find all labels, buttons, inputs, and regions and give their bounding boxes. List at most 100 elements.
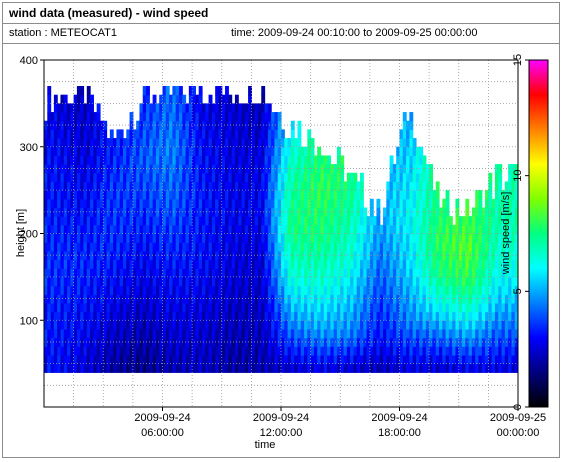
- heatmap-cell: [198, 320, 203, 330]
- heatmap-cell: [73, 294, 78, 304]
- heatmap-cell: [313, 337, 318, 347]
- heatmap-cell: [343, 328, 348, 339]
- heatmap-cell: [146, 146, 150, 157]
- heatmap-cell: [192, 112, 197, 122]
- heatmap-cell: [90, 103, 94, 113]
- heatmap-cell: [458, 233, 463, 243]
- heatmap-cell: [234, 242, 239, 252]
- heatmap-cell: [238, 138, 243, 148]
- heatmap-cell: [491, 224, 496, 235]
- heatmap-cell: [488, 207, 493, 217]
- heatmap-cell: [281, 363, 285, 373]
- heatmap-cell: [297, 363, 302, 373]
- heatmap-cell: [435, 328, 440, 339]
- heatmap-cell: [350, 311, 355, 321]
- heatmap-cell: [234, 224, 239, 235]
- heatmap-cell: [369, 224, 374, 235]
- heatmap-cell: [136, 138, 141, 148]
- heatmap-cell: [129, 216, 134, 226]
- heatmap-cell: [399, 285, 404, 295]
- heatmap-cell: [225, 285, 229, 295]
- heatmap-cell: [317, 302, 322, 313]
- heatmap-cell: [169, 346, 173, 356]
- heatmap-cell: [80, 103, 85, 113]
- heatmap-cell: [113, 285, 118, 295]
- heatmap-cell: [333, 328, 338, 339]
- heatmap-cell: [290, 198, 295, 209]
- heatmap-cell: [271, 242, 276, 252]
- heatmap-cell: [336, 190, 341, 200]
- heatmap-cell: [172, 285, 177, 295]
- heatmap-cell: [116, 363, 121, 373]
- heatmap-cell: [485, 311, 489, 321]
- heatmap-cell: [251, 302, 256, 313]
- heatmap-cell: [67, 311, 71, 321]
- heatmap-cell: [281, 259, 285, 269]
- heatmap-cell: [327, 181, 331, 191]
- heatmap-cell: [44, 155, 48, 165]
- heatmap-cell: [353, 320, 358, 330]
- heatmap-cell: [336, 216, 341, 226]
- heatmap-cell: [159, 259, 164, 269]
- heatmap-cell: [142, 346, 147, 356]
- heatmap-cell: [478, 207, 483, 217]
- heatmap-cell: [67, 242, 71, 252]
- heatmap-cell: [340, 198, 345, 209]
- heatmap-cell: [290, 146, 295, 157]
- heatmap-cell: [294, 181, 299, 191]
- heatmap-cell: [304, 242, 308, 252]
- heatmap-cell: [452, 233, 457, 243]
- heatmap-cell: [471, 302, 476, 313]
- heatmap-cell: [419, 328, 424, 339]
- heatmap-cell: [96, 146, 101, 157]
- heatmap-cell: [336, 172, 341, 183]
- heatmap-cell: [353, 172, 358, 183]
- heatmap-cell: [221, 268, 226, 278]
- heatmap-cell: [211, 346, 216, 356]
- heatmap-cell: [419, 242, 424, 252]
- heatmap-cell: [218, 146, 223, 157]
- heatmap-cell: [67, 103, 71, 113]
- heatmap-cell: [165, 155, 170, 165]
- heatmap-cell: [142, 311, 147, 321]
- heatmap-cell: [264, 268, 269, 278]
- heatmap-cell: [343, 224, 348, 235]
- heatmap-cell: [155, 164, 160, 174]
- heatmap-cell: [514, 250, 518, 261]
- heatmap-cell: [267, 363, 272, 373]
- heatmap-cell: [264, 363, 269, 373]
- heatmap-cell: [254, 302, 259, 313]
- heatmap-cell: [465, 363, 470, 373]
- heatmap-cell: [317, 354, 322, 365]
- heatmap-cell: [113, 155, 118, 165]
- heatmap-cell: [238, 190, 243, 200]
- heatmap-cell: [419, 363, 424, 373]
- heatmap-cell: [123, 320, 127, 330]
- heatmap-cell: [445, 250, 450, 261]
- heatmap-cell: [287, 354, 292, 365]
- heatmap-cell: [300, 181, 305, 191]
- heatmap-cell: [67, 112, 71, 122]
- heatmap-cell: [422, 337, 427, 347]
- heatmap-cell: [317, 155, 322, 165]
- heatmap-cell: [271, 363, 276, 373]
- heatmap-cell: [208, 155, 213, 165]
- heatmap-cell: [211, 138, 216, 148]
- colorbar-tick-label: 10: [512, 170, 524, 182]
- heatmap-cell: [386, 224, 391, 235]
- heatmap-cell: [514, 207, 518, 217]
- heatmap-cell: [274, 172, 279, 183]
- heatmap-cell: [113, 311, 118, 321]
- heatmap-cell: [152, 224, 157, 235]
- heatmap-cell: [504, 259, 509, 269]
- heatmap-cell: [455, 302, 460, 313]
- heatmap-cell: [202, 181, 206, 191]
- heatmap-cell: [274, 216, 279, 226]
- heatmap-cell: [192, 198, 197, 209]
- heatmap-cell: [83, 190, 88, 200]
- heatmap-cell: [162, 181, 167, 191]
- heatmap-cell: [501, 242, 506, 252]
- heatmap-cell: [478, 224, 483, 235]
- heatmap-cell: [452, 242, 457, 252]
- heatmap-cell: [146, 155, 150, 165]
